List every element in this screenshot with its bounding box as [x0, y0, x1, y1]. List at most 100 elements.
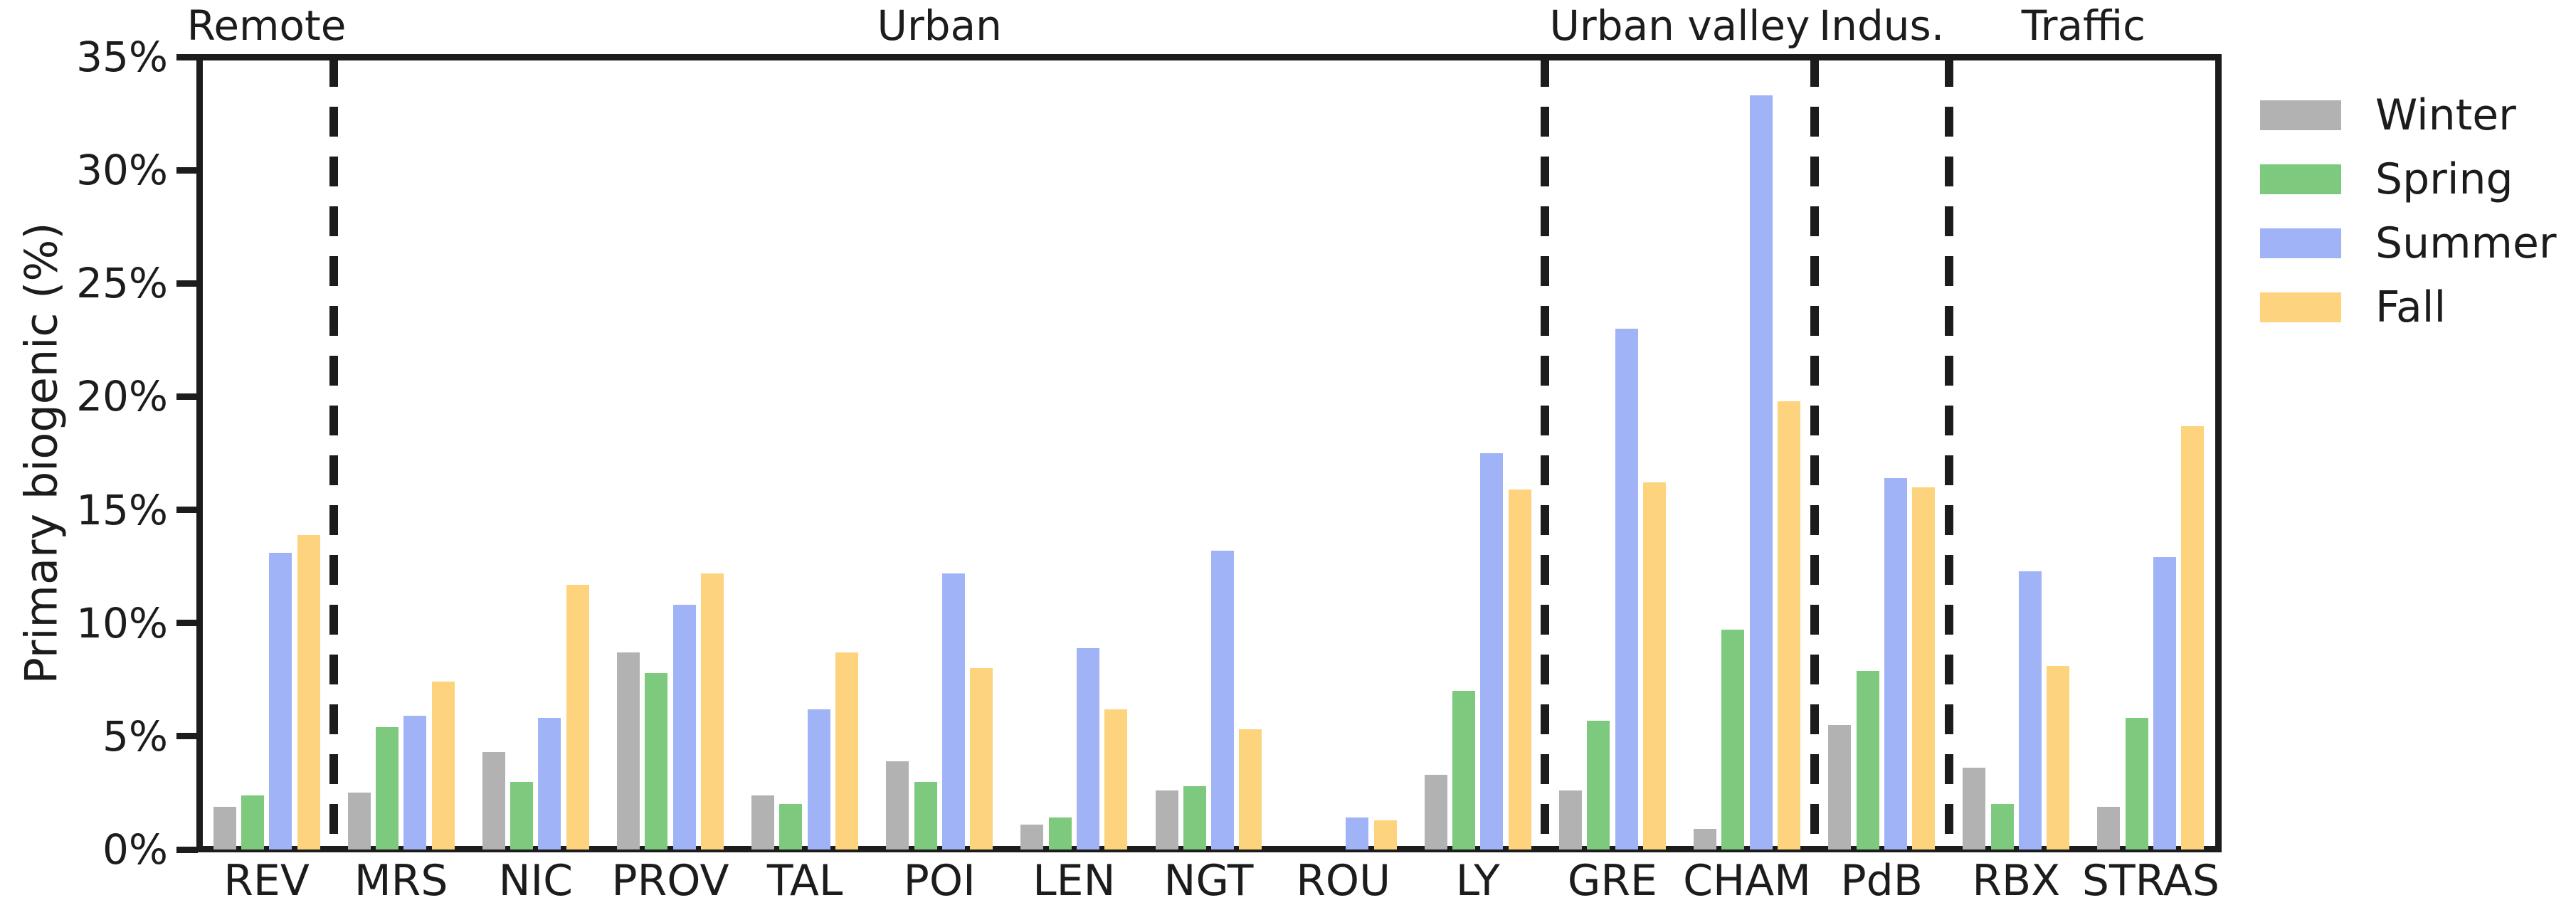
bar-summer-POI	[941, 573, 965, 850]
x-tick-label-NIC: NIC	[498, 856, 574, 905]
bar-spring-MRS	[376, 727, 399, 850]
bar-summer-PROV	[672, 605, 696, 850]
x-tick-label-POI: POI	[903, 856, 976, 905]
bar-winter-LEN	[1020, 825, 1044, 850]
bar-winter-NIC	[482, 752, 505, 850]
y-tick-label: 10%	[76, 598, 168, 647]
x-tick-label-GRE: GRE	[1567, 856, 1657, 905]
legend-item-fall: Fall	[2260, 285, 2446, 330]
legend-label-summer: Summer	[2375, 218, 2557, 268]
bar-fall-CHAM	[1778, 401, 1801, 850]
x-tick-label-LY: LY	[1455, 856, 1500, 905]
bar-summer-LY	[1480, 453, 1504, 850]
bar-summer-PdB	[1884, 478, 1907, 850]
bar-spring-RBX	[1990, 804, 2014, 850]
y-tick-label: 30%	[76, 146, 168, 195]
bar-fall-LEN	[1104, 709, 1128, 850]
y-tick-label: 15%	[76, 485, 168, 534]
bar-fall-NGT	[1239, 729, 1262, 850]
x-tick-label-LEN: LEN	[1033, 856, 1116, 905]
y-tick-mark	[176, 53, 198, 60]
group-separator-dashed-line	[329, 57, 339, 850]
y-tick-label: 5%	[102, 711, 168, 761]
y-tick-label: 25%	[76, 259, 168, 308]
bar-spring-LEN	[1048, 817, 1072, 850]
bar-winter-MRS	[347, 793, 371, 850]
y-tick-mark	[176, 166, 198, 174]
site-group-label-urban-valley: Urban valley	[1549, 1, 1810, 50]
plot-border	[196, 54, 2222, 852]
bar-spring-GRE	[1587, 720, 1610, 850]
bar-summer-STRAS	[2153, 557, 2177, 850]
bar-summer-CHAM	[1749, 95, 1773, 850]
site-group-label-urban: Urban	[877, 1, 1002, 50]
legend-swatch-spring	[2260, 164, 2341, 194]
bar-fall-LY	[1508, 489, 1531, 850]
bar-fall-TAL	[835, 652, 859, 850]
legend-label-fall: Fall	[2375, 282, 2446, 332]
y-tick-mark	[176, 393, 198, 400]
y-tick-label: 20%	[76, 372, 168, 421]
bar-winter-LY	[1424, 774, 1447, 850]
y-tick-mark	[176, 280, 198, 287]
y-tick-mark	[176, 733, 198, 740]
y-tick-label: 0%	[102, 825, 168, 874]
bar-winter-RBX	[1963, 768, 1986, 850]
bar-fall-STRAS	[2181, 425, 2205, 850]
x-tick-label-REV: REV	[223, 856, 310, 905]
bar-spring-TAL	[779, 804, 803, 850]
site-group-label-traffic: Traffic	[2021, 1, 2145, 50]
bar-summer-LEN	[1077, 647, 1100, 850]
bar-winter-TAL	[751, 795, 775, 850]
bar-summer-MRS	[403, 716, 427, 850]
bar-spring-STRAS	[2125, 718, 2148, 850]
legend-label-spring: Spring	[2375, 154, 2513, 204]
x-tick-label-ROU: ROU	[1296, 856, 1391, 905]
bar-fall-PROV	[700, 573, 724, 850]
bar-summer-RBX	[2018, 571, 2042, 850]
legend: Winter Spring Summer Fall	[2260, 0, 2576, 370]
bar-fall-GRE	[1642, 482, 1666, 850]
bar-spring-POI	[914, 781, 937, 850]
bar-winter-REV	[213, 806, 236, 850]
bar-summer-NIC	[538, 718, 561, 850]
bar-spring-NIC	[510, 781, 534, 850]
bar-winter-PdB	[1828, 724, 1852, 850]
y-tick-label: 35%	[76, 33, 168, 81]
plot-area	[199, 57, 2218, 850]
bar-summer-TAL	[807, 709, 830, 850]
legend-label-winter: Winter	[2375, 90, 2516, 140]
group-separator-dashed-line	[1541, 57, 1550, 850]
legend-item-winter: Winter	[2260, 92, 2516, 138]
x-tick-label-NGT: NGT	[1163, 856, 1254, 905]
y-tick-mark	[176, 620, 198, 627]
bar-winter-NGT	[1155, 790, 1178, 850]
group-separator-dashed-line	[1944, 57, 1953, 850]
bar-winter-STRAS	[2097, 806, 2121, 850]
x-tick-label-CHAM: CHAM	[1683, 856, 1811, 905]
bar-fall-POI	[970, 668, 993, 850]
x-tick-label-RBX: RBX	[1972, 856, 2061, 905]
bar-winter-POI	[886, 761, 909, 850]
y-tick-mark	[176, 846, 198, 853]
bar-spring-PdB	[1856, 670, 1879, 850]
group-separator-dashed-line	[1810, 57, 1819, 850]
bar-spring-PROV	[645, 672, 668, 850]
x-tick-label-PROV: PROV	[611, 856, 729, 905]
legend-item-spring: Spring	[2260, 157, 2513, 202]
bar-winter-CHAM	[1694, 829, 1717, 850]
bar-spring-CHAM	[1721, 630, 1745, 850]
x-tick-label-TAL: TAL	[766, 856, 843, 905]
bar-summer-ROU	[1346, 817, 1369, 850]
legend-swatch-winter	[2260, 100, 2341, 130]
site-group-label-remote: Remote	[186, 1, 347, 50]
bar-summer-GRE	[1615, 328, 1638, 850]
bar-fall-REV	[297, 534, 320, 850]
bar-summer-NGT	[1211, 550, 1235, 850]
bar-fall-MRS	[431, 682, 455, 850]
bar-fall-ROU	[1373, 820, 1397, 850]
bar-fall-RBX	[2047, 666, 2070, 850]
legend-swatch-summer	[2260, 228, 2341, 258]
bar-spring-LY	[1452, 691, 1476, 850]
